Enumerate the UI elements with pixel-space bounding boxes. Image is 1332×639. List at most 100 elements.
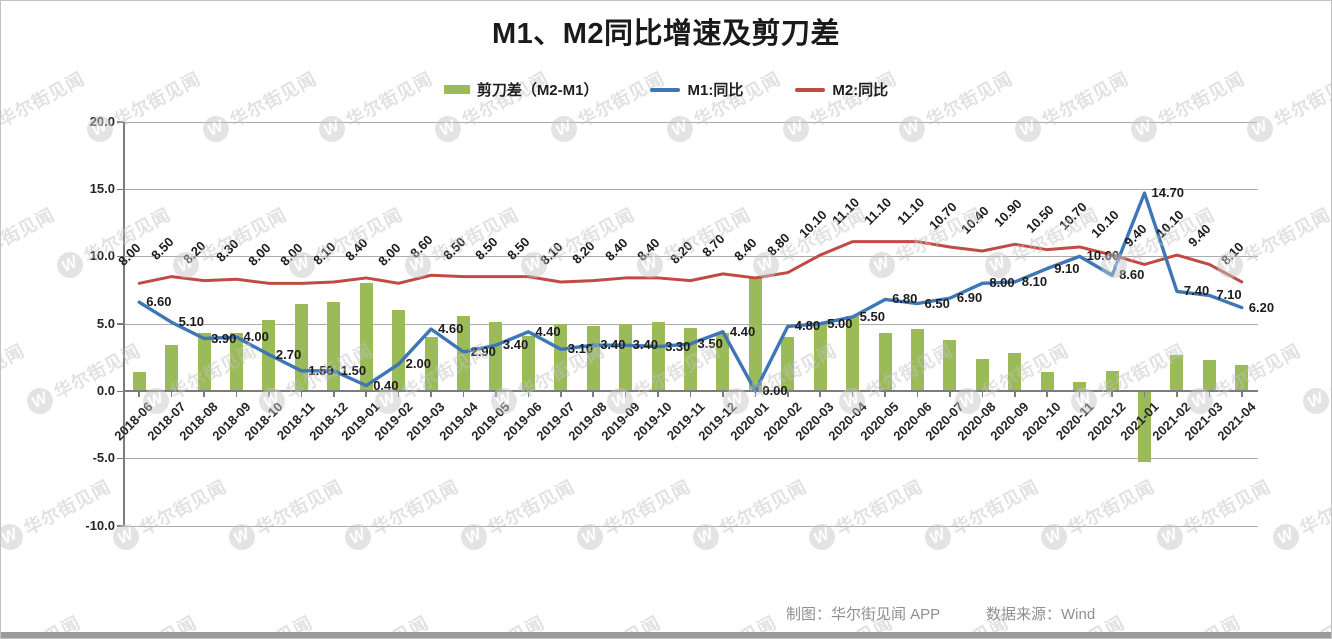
m1-value-label: 3.40 xyxy=(632,337,658,353)
bar-2019-09 xyxy=(619,323,633,391)
m1-value-label: 0.00 xyxy=(762,383,788,398)
bar-2020-01 xyxy=(748,277,762,391)
m1-value-label: 3.30 xyxy=(665,338,691,354)
m1-value-label: 5.50 xyxy=(859,308,885,324)
x-axis-tick xyxy=(1014,391,1016,397)
y-axis-tick xyxy=(117,525,123,527)
legend-label-m1: M1:同比 xyxy=(687,82,744,99)
bar-2018-07 xyxy=(165,345,179,391)
x-axis-tick xyxy=(884,391,886,397)
x-axis-tick xyxy=(462,391,465,397)
y-axis-label: 10.0 xyxy=(89,248,115,264)
m1-value-label: 8.60 xyxy=(1119,267,1145,283)
bar-2020-04 xyxy=(846,315,860,391)
bar-2019-07 xyxy=(554,323,568,391)
bar-2020-02 xyxy=(781,337,795,391)
x-axis-tick xyxy=(170,391,173,397)
bar-2019-12 xyxy=(716,333,730,391)
bar-swatch-icon xyxy=(443,85,470,94)
x-axis-tick xyxy=(592,391,594,397)
y-axis-label: 5.0 xyxy=(96,315,115,331)
m1-value-label: 5.00 xyxy=(827,315,853,331)
m1-value-label: 8.00 xyxy=(989,275,1015,291)
x-axis-tick xyxy=(560,391,562,397)
m1-value-label: 4.40 xyxy=(535,323,561,339)
bar-2020-11 xyxy=(1073,381,1087,391)
m1-value-label: 2.70 xyxy=(275,346,302,362)
m1-value-label: 6.90 xyxy=(956,290,983,306)
x-axis-tick xyxy=(851,391,854,397)
line-M2:同比 xyxy=(137,240,1244,285)
x-axis-tick xyxy=(787,391,789,397)
m1-value-label: 4.00 xyxy=(243,329,269,345)
x-axis-tick xyxy=(1046,391,1048,397)
x-axis-tick xyxy=(138,391,140,397)
legend-item-m1: M1:同比 xyxy=(650,79,743,100)
bar-2018-06 xyxy=(132,372,146,391)
x-axis-tick xyxy=(365,391,367,397)
x-axis-tick xyxy=(722,391,724,397)
footer-source: 数据来源：Wind xyxy=(986,606,1096,623)
gridline xyxy=(123,256,1258,258)
bar-2019-05 xyxy=(489,322,503,391)
bar-2020-06 xyxy=(911,329,924,391)
x-axis-tick xyxy=(689,391,692,397)
bar-2020-05 xyxy=(878,333,892,391)
legend: 剪刀差（M2-M1） M1:同比 M2:同比 xyxy=(1,79,1331,100)
x-axis-tick xyxy=(657,391,659,397)
bar-2018-12 xyxy=(327,302,341,391)
gridline xyxy=(123,525,1258,527)
x-axis-tick xyxy=(981,391,984,397)
x-axis-tick xyxy=(819,391,821,397)
legend-label-scissors: 剪刀差（M2-M1） xyxy=(476,82,599,99)
m1-value-label: 1.50 xyxy=(308,362,334,378)
m1-value-label: 7.10 xyxy=(1216,287,1242,303)
x-axis-tick xyxy=(300,391,303,397)
m1-value-label: 2.90 xyxy=(470,343,496,359)
y-axis-label: 0.0 xyxy=(96,383,115,398)
line-swatch-m2-icon xyxy=(795,87,826,92)
m1-value-label: 10.00 xyxy=(1086,248,1120,264)
legend-item-scissors: 剪刀差（M2-M1） xyxy=(443,79,599,100)
x-axis-tick xyxy=(1111,391,1113,397)
m1-value-label: 6.60 xyxy=(146,294,172,310)
bar-2019-06 xyxy=(521,335,535,391)
bar-2020-03 xyxy=(813,322,827,391)
x-axis-tick xyxy=(235,391,238,397)
bar-2019-08 xyxy=(586,326,600,391)
chart-title: M1、M2同比增速及剪刀差 xyxy=(491,18,841,50)
y-axis-tick xyxy=(117,457,123,460)
m1-value-label: 1.50 xyxy=(340,362,367,378)
m1-value-label: 6.80 xyxy=(892,291,918,307)
bar-2020-10 xyxy=(1040,372,1054,391)
m1-value-label: 4.60 xyxy=(438,321,464,337)
legend-label-m2: M2:同比 xyxy=(832,82,889,99)
x-axis-tick xyxy=(949,391,951,397)
gridline xyxy=(123,189,1258,191)
y-axis-label: -10.0 xyxy=(85,517,115,533)
m1-value-label: 5.10 xyxy=(178,314,204,330)
m1-value-label: 4.40 xyxy=(729,323,756,339)
x-axis-tick xyxy=(754,391,757,397)
bar-2018-09 xyxy=(230,333,243,391)
x-axis-tick xyxy=(624,391,627,397)
x-axis-tick xyxy=(1241,391,1243,397)
m1-value-label: 3.40 xyxy=(600,337,626,353)
gridline xyxy=(123,323,1258,325)
y-axis-label: 15.0 xyxy=(89,181,115,197)
y-axis-tick xyxy=(117,188,123,191)
bar-2020-08 xyxy=(975,358,989,391)
bar-2020-07 xyxy=(943,339,957,391)
y-axis-tick xyxy=(117,255,123,258)
bar-2021-02 xyxy=(1170,354,1184,391)
m1-value-label: 14.70 xyxy=(1151,185,1185,201)
bar-2019-10 xyxy=(651,322,665,391)
x-axis-tick xyxy=(1176,391,1178,397)
footer-credit: 制图：华尔街见闻 APP xyxy=(786,606,941,623)
m1-value-label: 9.10 xyxy=(1054,260,1080,276)
x-axis-tick xyxy=(495,391,497,397)
m1-value-label: 7.40 xyxy=(1183,283,1210,299)
